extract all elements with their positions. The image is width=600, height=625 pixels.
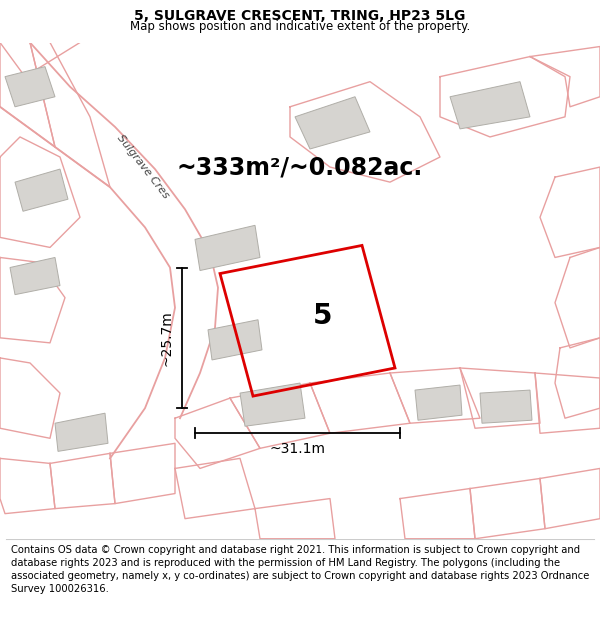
Polygon shape xyxy=(195,226,260,271)
Polygon shape xyxy=(415,385,462,420)
Text: 5: 5 xyxy=(313,302,332,330)
Text: 5, SULGRAVE CRESCENT, TRING, HP23 5LG: 5, SULGRAVE CRESCENT, TRING, HP23 5LG xyxy=(134,9,466,23)
Polygon shape xyxy=(295,97,370,149)
Polygon shape xyxy=(240,383,305,426)
Polygon shape xyxy=(15,169,68,211)
Text: ~25.7m: ~25.7m xyxy=(159,310,173,366)
Polygon shape xyxy=(208,320,262,360)
Polygon shape xyxy=(450,82,530,129)
Polygon shape xyxy=(10,258,60,294)
Polygon shape xyxy=(55,413,108,451)
Text: Sulgrave Cres: Sulgrave Cres xyxy=(115,133,171,201)
Text: Map shows position and indicative extent of the property.: Map shows position and indicative extent… xyxy=(130,20,470,33)
Polygon shape xyxy=(5,67,55,107)
Text: Contains OS data © Crown copyright and database right 2021. This information is : Contains OS data © Crown copyright and d… xyxy=(11,545,589,594)
Text: ~31.1m: ~31.1m xyxy=(269,442,325,456)
Polygon shape xyxy=(480,390,532,423)
Text: ~333m²/~0.082ac.: ~333m²/~0.082ac. xyxy=(177,155,423,179)
